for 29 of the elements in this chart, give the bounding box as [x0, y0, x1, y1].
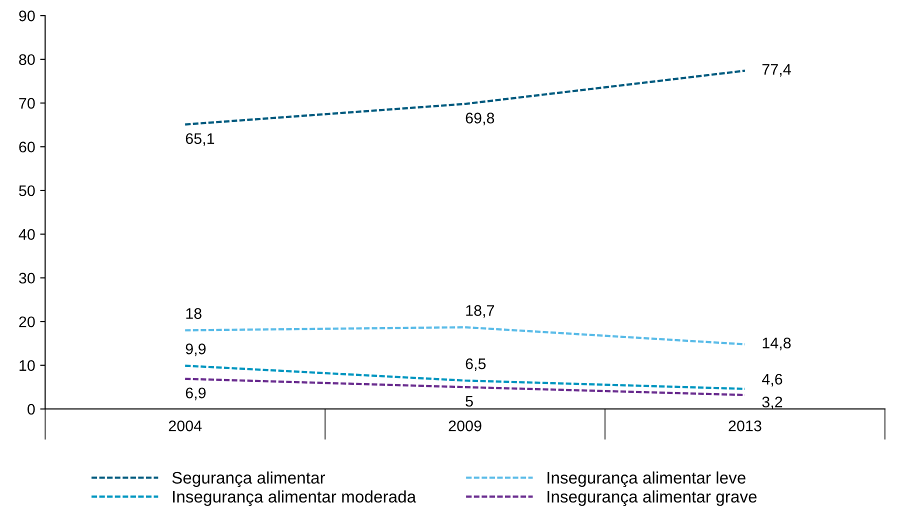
- data-label: 6,5: [466, 358, 486, 372]
- y-tick-label: 60: [19, 142, 35, 152]
- data-label: 3,2: [762, 396, 782, 410]
- legend-label: Insegurança alimentar leve: [548, 471, 746, 488]
- y-tick-label: 20: [19, 316, 35, 328]
- data-label: 9,9: [186, 344, 206, 356]
- y-tick-label: 30: [19, 272, 35, 284]
- legend-label: Segurança alimentar: [172, 471, 326, 488]
- legend-label: Insegurança alimentar grave: [548, 490, 757, 506]
- y-tick-label: 70: [19, 98, 35, 109]
- data-label: 6,9: [186, 388, 206, 400]
- x-tick-label: 2013: [728, 420, 762, 432]
- y-tick-label: 80: [19, 54, 35, 66]
- y-tick-label: 40: [18, 229, 35, 240]
- data-label: 5: [466, 396, 473, 407]
- data-label: 18: [186, 308, 202, 319]
- x-tick-label: 2009: [448, 420, 482, 432]
- y-tick-label: 90: [19, 10, 35, 22]
- data-label: 65,1: [186, 133, 214, 146]
- y-tick-label: 0: [28, 404, 35, 415]
- data-label: 69,8: [466, 112, 494, 126]
- legend-label: Insegurança alimentar moderada: [173, 490, 416, 506]
- y-tick-label: 10: [20, 360, 35, 371]
- data-label: 4,6: [762, 374, 782, 386]
- data-label: 77,4: [762, 64, 791, 77]
- data-label: 18,7: [466, 305, 494, 318]
- y-tick-label: 50: [19, 185, 35, 196]
- data-label: 14,8: [762, 338, 791, 350]
- x-tick-label: 2004: [168, 420, 202, 432]
